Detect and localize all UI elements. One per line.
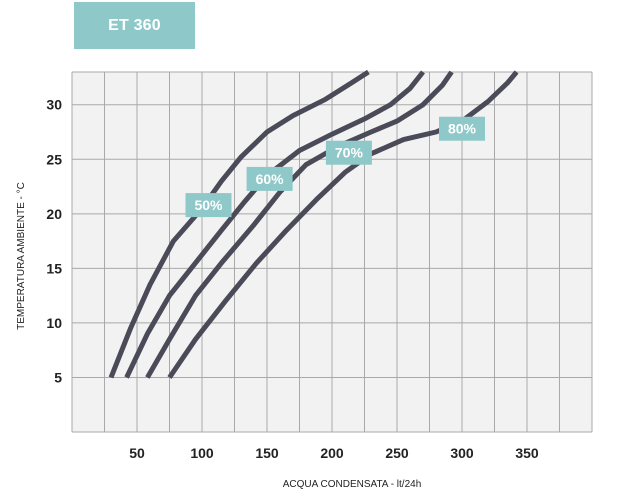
y-tick-label: 25 [46,151,62,167]
x-tick-label: 200 [320,445,344,461]
x-tick-label: 150 [255,445,279,461]
y-tick-label: 5 [54,369,62,385]
series-line-50pct [108,69,370,379]
series-label-box [325,140,372,165]
series-label-box [439,116,485,141]
series-label-box [246,166,293,191]
grid [71,71,593,433]
x-tick-label: 300 [450,445,474,461]
x-axis-label: ACQUA CONDENSATA - lt/24h [283,479,422,490]
x-tick-label: 100 [190,445,214,461]
series-label-text: 50% [194,197,223,213]
y-tick-label: 20 [46,206,62,222]
y-tick-label: 15 [46,260,62,276]
tick-labels: 5 10 15 20 25 30 50 100 150 200 250 300 350 [46,97,538,461]
series-label-70pct: 70% [325,140,372,165]
series-label-text: 60% [256,171,285,187]
series-label-50pct: 50% [185,193,232,218]
series-labels: 50% 60% 70% 80% [185,116,485,218]
y-tick-label: 10 [46,315,62,331]
series-label-text: 80% [448,121,477,137]
x-tick-label: 350 [515,445,539,461]
chart-title: ET 360 [74,2,195,49]
x-tick-label: 250 [385,445,409,461]
y-axis-label: TEMPERATURA AMBIENTE - °C [16,182,27,330]
y-tick-label: 30 [46,97,62,113]
series-label-60pct: 60% [246,166,293,191]
x-tick-label: 50 [129,445,145,461]
series-label-80pct: 80% [439,116,485,141]
series-line-70pct [145,70,454,379]
series-label-text: 70% [335,145,364,161]
series-label-box [185,193,232,218]
